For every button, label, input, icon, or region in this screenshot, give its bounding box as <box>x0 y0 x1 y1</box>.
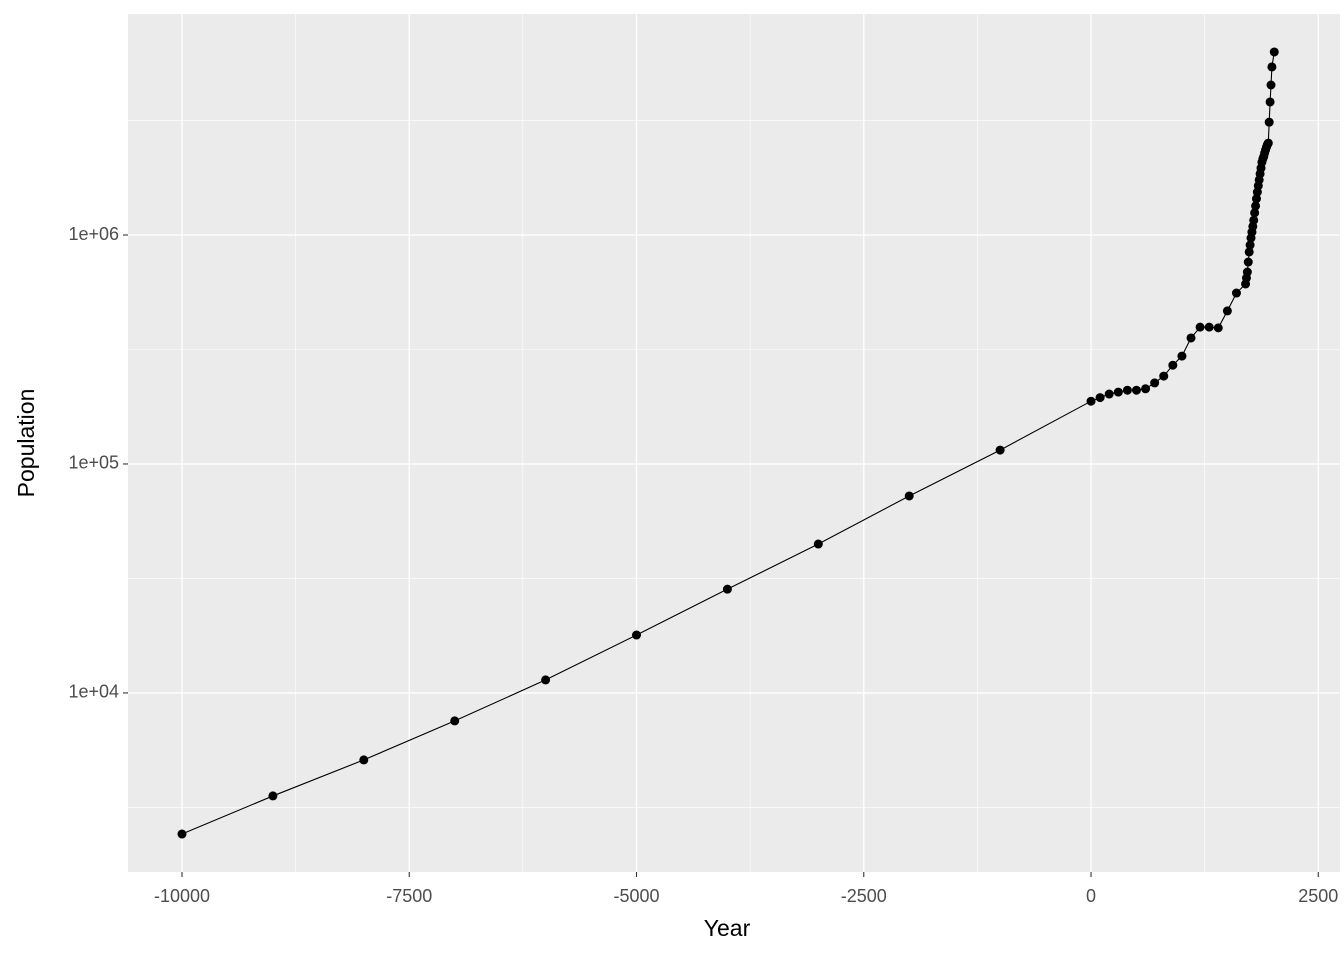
point <box>1263 138 1273 148</box>
y-tick-label: 1e+04 <box>68 682 119 702</box>
point <box>904 491 914 501</box>
point <box>1104 389 1114 399</box>
x-tick-label: -5000 <box>613 886 659 906</box>
x-axis-title: Year <box>704 915 751 941</box>
point <box>995 445 1005 455</box>
y-tick-label: 1e+06 <box>68 224 119 244</box>
point <box>450 716 460 726</box>
x-tick-label: -2500 <box>841 886 887 906</box>
point <box>1245 240 1255 250</box>
point <box>1195 322 1205 332</box>
point <box>268 791 278 801</box>
point <box>1141 384 1151 394</box>
point <box>1242 267 1252 277</box>
point <box>1267 62 1277 72</box>
point <box>1213 323 1223 333</box>
y-tick-label: 1e+05 <box>68 453 119 473</box>
x-tick-label: -7500 <box>386 886 432 906</box>
point <box>1122 385 1132 395</box>
point <box>1150 378 1160 388</box>
point <box>1204 322 1214 332</box>
point <box>177 829 187 839</box>
point <box>1131 385 1141 395</box>
point <box>813 539 823 549</box>
point <box>1095 393 1105 403</box>
point <box>1266 80 1276 90</box>
point <box>359 755 369 765</box>
point <box>1264 117 1274 127</box>
point <box>1159 371 1169 381</box>
x-tick-label: 2500 <box>1298 886 1338 906</box>
point <box>1222 306 1232 316</box>
point <box>1186 333 1196 343</box>
point <box>1251 194 1261 204</box>
point <box>1249 215 1259 225</box>
point <box>541 675 551 685</box>
point <box>1265 97 1275 107</box>
point <box>722 584 732 594</box>
x-tick-label: -10000 <box>154 886 210 906</box>
panel <box>128 14 1340 872</box>
point <box>1269 47 1279 57</box>
point <box>632 630 642 640</box>
y-axis-title: Population <box>13 389 39 498</box>
point <box>1243 257 1253 267</box>
point <box>1231 288 1241 298</box>
point <box>1250 208 1260 218</box>
x-tick-label: 0 <box>1086 886 1096 906</box>
point <box>1113 387 1123 397</box>
point <box>1086 396 1096 406</box>
point <box>1251 201 1261 211</box>
point <box>1244 247 1254 257</box>
point <box>1177 351 1187 361</box>
point <box>1168 360 1178 370</box>
